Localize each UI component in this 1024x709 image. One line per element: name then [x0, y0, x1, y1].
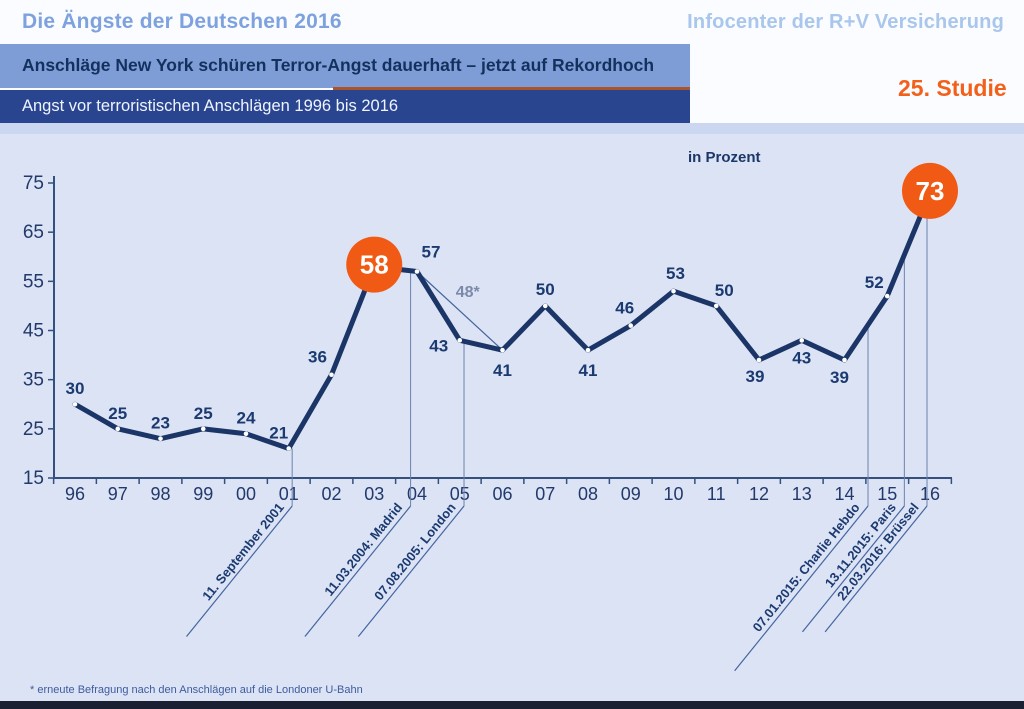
- svg-text:03: 03: [364, 484, 384, 504]
- svg-text:08: 08: [578, 484, 598, 504]
- accent-underline: [333, 87, 690, 90]
- svg-text:15: 15: [877, 484, 897, 504]
- svg-text:30: 30: [66, 379, 85, 398]
- page-title: Die Ängste der Deutschen 2016: [22, 10, 342, 33]
- svg-text:46: 46: [615, 299, 634, 318]
- svg-text:25: 25: [194, 404, 213, 423]
- event-annotation-label: 11. September 2001: [199, 500, 287, 603]
- svg-text:16: 16: [920, 484, 940, 504]
- svg-text:52: 52: [865, 273, 884, 292]
- chart-area: [0, 134, 1024, 701]
- brand-title: Infocenter der R+V Versicherung: [687, 11, 1004, 33]
- terror-fear-line-chart: 15 25 35 45 55 65 75 96 97 98 99 00 01 02 03 04 05 06 07 08…: [0, 131, 1024, 701]
- svg-text:25: 25: [23, 419, 44, 440]
- svg-text:23: 23: [151, 414, 170, 433]
- svg-text:58: 58: [360, 250, 389, 280]
- svg-text:65: 65: [23, 222, 44, 243]
- svg-text:75: 75: [23, 173, 44, 194]
- svg-text:53: 53: [666, 264, 685, 283]
- x-axis: 96 97 98 99 00 01 02 03 04 05 06 07 08 09 10 11 12 13 14 15…: [52, 477, 953, 504]
- divider-strip: [0, 123, 1024, 134]
- unit-label: in Prozent: [688, 149, 761, 166]
- svg-text:45: 45: [23, 320, 44, 341]
- svg-text:05: 05: [450, 484, 470, 504]
- svg-text:07: 07: [535, 484, 555, 504]
- svg-text:01: 01: [279, 484, 299, 504]
- svg-text:96: 96: [65, 484, 85, 504]
- svg-text:14: 14: [834, 484, 854, 504]
- svg-text:02: 02: [321, 484, 341, 504]
- svg-text:73: 73: [916, 176, 945, 206]
- footnote: * erneute Befragung nach den Anschlägen …: [30, 684, 363, 696]
- chart-svg: 15 25 35 45 55 65 75 96 97 98 99 00 01 02 03 04 05 06 07 08…: [23, 162, 958, 672]
- svg-text:48*: 48*: [456, 284, 481, 301]
- svg-text:10: 10: [663, 484, 683, 504]
- svg-text:97: 97: [108, 484, 128, 504]
- resurvey-note: 48*: [416, 271, 503, 351]
- svg-text:11: 11: [707, 484, 726, 504]
- bottom-bar: [0, 701, 1024, 709]
- highlight-point: 73: [902, 162, 958, 219]
- subtitle-text: Angst vor terroristischen Anschlägen 199…: [22, 97, 399, 115]
- svg-text:50: 50: [536, 280, 555, 299]
- headline-text: Anschläge New York schüren Terror-Angst …: [22, 55, 655, 75]
- svg-text:55: 55: [23, 271, 44, 292]
- svg-text:41: 41: [579, 361, 598, 380]
- y-axis: 15 25 35 45 55 65 75: [23, 173, 55, 489]
- svg-text:25: 25: [108, 404, 127, 423]
- svg-text:04: 04: [407, 484, 427, 504]
- svg-text:06: 06: [492, 484, 512, 504]
- svg-text:09: 09: [621, 484, 641, 504]
- svg-text:39: 39: [830, 368, 849, 387]
- svg-text:43: 43: [792, 348, 811, 367]
- svg-text:98: 98: [150, 484, 170, 504]
- svg-text:41: 41: [493, 361, 512, 380]
- svg-text:24: 24: [237, 409, 256, 428]
- svg-text:12: 12: [749, 484, 769, 504]
- svg-text:50: 50: [715, 281, 734, 300]
- top-header: Die Ängste der Deutschen 2016 Infocenter…: [0, 0, 1024, 44]
- subtitle-banner: Angst vor terroristischen Anschlägen 199…: [0, 90, 690, 123]
- svg-text:57: 57: [422, 242, 441, 261]
- svg-text:36: 36: [308, 348, 327, 367]
- point-markers: [72, 269, 890, 451]
- svg-text:13: 13: [792, 484, 812, 504]
- value-labels: 30 25 23 25 24 21 36 57 43 41 50 41 46 53 50 39 43 39 52: [66, 242, 884, 442]
- svg-text:35: 35: [23, 370, 44, 391]
- svg-text:00: 00: [236, 484, 256, 504]
- svg-text:39: 39: [746, 367, 765, 386]
- svg-text:15: 15: [23, 468, 44, 489]
- highlight-point: 58: [346, 236, 403, 293]
- study-badge: 25. Studie: [898, 75, 1007, 101]
- headline-banner: Anschläge New York schüren Terror-Angst …: [0, 44, 690, 88]
- svg-text:21: 21: [269, 423, 288, 442]
- svg-text:99: 99: [193, 484, 213, 504]
- svg-text:43: 43: [429, 336, 448, 355]
